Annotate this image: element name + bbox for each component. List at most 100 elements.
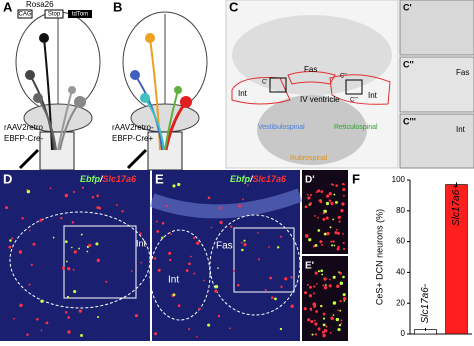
cell-dot xyxy=(334,231,338,235)
cell-dot xyxy=(290,276,293,279)
cell-dot xyxy=(172,293,176,297)
panel-letter: C'' xyxy=(403,59,414,69)
label: IV ventricle xyxy=(300,95,340,104)
cell-dot xyxy=(337,309,340,312)
cell-dot xyxy=(257,232,259,234)
cell-dot xyxy=(168,258,172,262)
cell-dot xyxy=(72,268,75,271)
cell-dot xyxy=(303,291,307,295)
cell-dot xyxy=(66,295,70,299)
panel-letter: E' xyxy=(305,261,314,272)
stain: Ebfp xyxy=(80,174,100,184)
panel-e: E Ebfp/Slc17a6 Fas Int xyxy=(149,170,303,341)
label: Fas xyxy=(304,65,317,74)
cell-dot xyxy=(338,323,342,327)
cell-dot xyxy=(40,329,43,332)
cell-dot xyxy=(193,236,196,240)
cell-dot xyxy=(105,280,108,283)
cell-dot xyxy=(161,236,164,239)
cell-dot xyxy=(139,232,142,235)
cell-dot xyxy=(61,266,65,270)
cell-dot xyxy=(330,201,334,206)
cell-dot xyxy=(233,269,235,272)
cell-dot xyxy=(322,217,326,221)
cell-dot xyxy=(310,320,314,324)
label: Int xyxy=(238,89,248,98)
cell-dot xyxy=(343,194,345,197)
cell-dot xyxy=(342,275,345,279)
cell-dot xyxy=(342,233,344,235)
cell-dot xyxy=(322,312,326,316)
cell-dot xyxy=(322,333,326,338)
cell-dot xyxy=(240,241,243,244)
cell-dot xyxy=(198,307,201,311)
cell-dot xyxy=(78,247,80,250)
stain: / xyxy=(99,174,104,184)
cell-dot xyxy=(280,285,283,288)
category-label: Slc17a6+ xyxy=(451,184,462,226)
y-tick-label: 100 xyxy=(392,175,406,184)
cell-dot xyxy=(91,196,95,199)
cell-dot xyxy=(313,319,316,322)
cell-dot xyxy=(304,205,308,209)
cell-dot xyxy=(121,210,124,213)
cell-dot xyxy=(49,187,52,190)
cell-dot xyxy=(73,289,77,294)
cell-dot xyxy=(315,191,318,194)
cell-dot xyxy=(269,276,272,280)
cell-dot xyxy=(64,311,68,314)
label: EBFP-Cre- xyxy=(4,134,43,143)
cell-dot xyxy=(306,193,309,196)
cell-dot xyxy=(312,302,317,306)
cell-dot xyxy=(195,335,198,338)
cell-dot xyxy=(321,273,324,276)
cell-dot xyxy=(45,321,49,325)
cell-dot xyxy=(188,262,191,266)
cell-dot xyxy=(335,317,340,322)
panel-d-e-prime: D' E' xyxy=(302,170,348,341)
cell-dot xyxy=(185,269,189,272)
cell-dot xyxy=(242,198,244,201)
cell-dot xyxy=(219,220,223,225)
cell-dot xyxy=(153,257,157,260)
cell-dot xyxy=(80,334,83,337)
cell-dot xyxy=(341,202,345,206)
cell-dot xyxy=(214,284,219,289)
cell-dot xyxy=(333,244,336,247)
cell-dot xyxy=(322,323,326,327)
cell-dot xyxy=(304,234,309,238)
cell-dot xyxy=(36,318,39,321)
label: Int xyxy=(456,125,466,134)
cell-dot xyxy=(39,218,43,222)
y-tick-label: 0 xyxy=(401,329,406,338)
label: C''' xyxy=(350,98,358,104)
cell-dot xyxy=(214,289,218,293)
panel-d: D Ebfp/Slc17a6 Int xyxy=(0,170,151,341)
cell-dot xyxy=(328,278,331,281)
y-tick-label: 20 xyxy=(396,298,405,307)
cell-dot xyxy=(343,300,346,302)
cell-dot xyxy=(257,258,261,261)
label: Fas xyxy=(456,68,469,77)
label: C'' xyxy=(340,74,347,80)
cell-dot xyxy=(217,314,221,318)
label: Reticulospinal xyxy=(334,124,378,131)
cell-dot xyxy=(315,310,318,313)
cell-dot xyxy=(309,202,313,206)
cell-dot xyxy=(274,297,277,301)
cell-dot xyxy=(333,193,336,196)
cell-dot xyxy=(303,307,307,311)
cell-dot xyxy=(26,333,29,337)
cell-dot xyxy=(324,284,327,286)
label: Int xyxy=(168,275,179,286)
cell-dot xyxy=(40,299,44,303)
cell-dot xyxy=(308,294,313,298)
label: C' xyxy=(262,80,267,86)
y-axis-label: CeS+ DCN neurons (%) xyxy=(374,209,384,305)
cell-dot xyxy=(314,215,316,217)
label: Rosa26 xyxy=(26,0,54,9)
cell-dot xyxy=(328,191,333,196)
cell-dot xyxy=(340,319,343,322)
cell-dot xyxy=(320,269,324,273)
